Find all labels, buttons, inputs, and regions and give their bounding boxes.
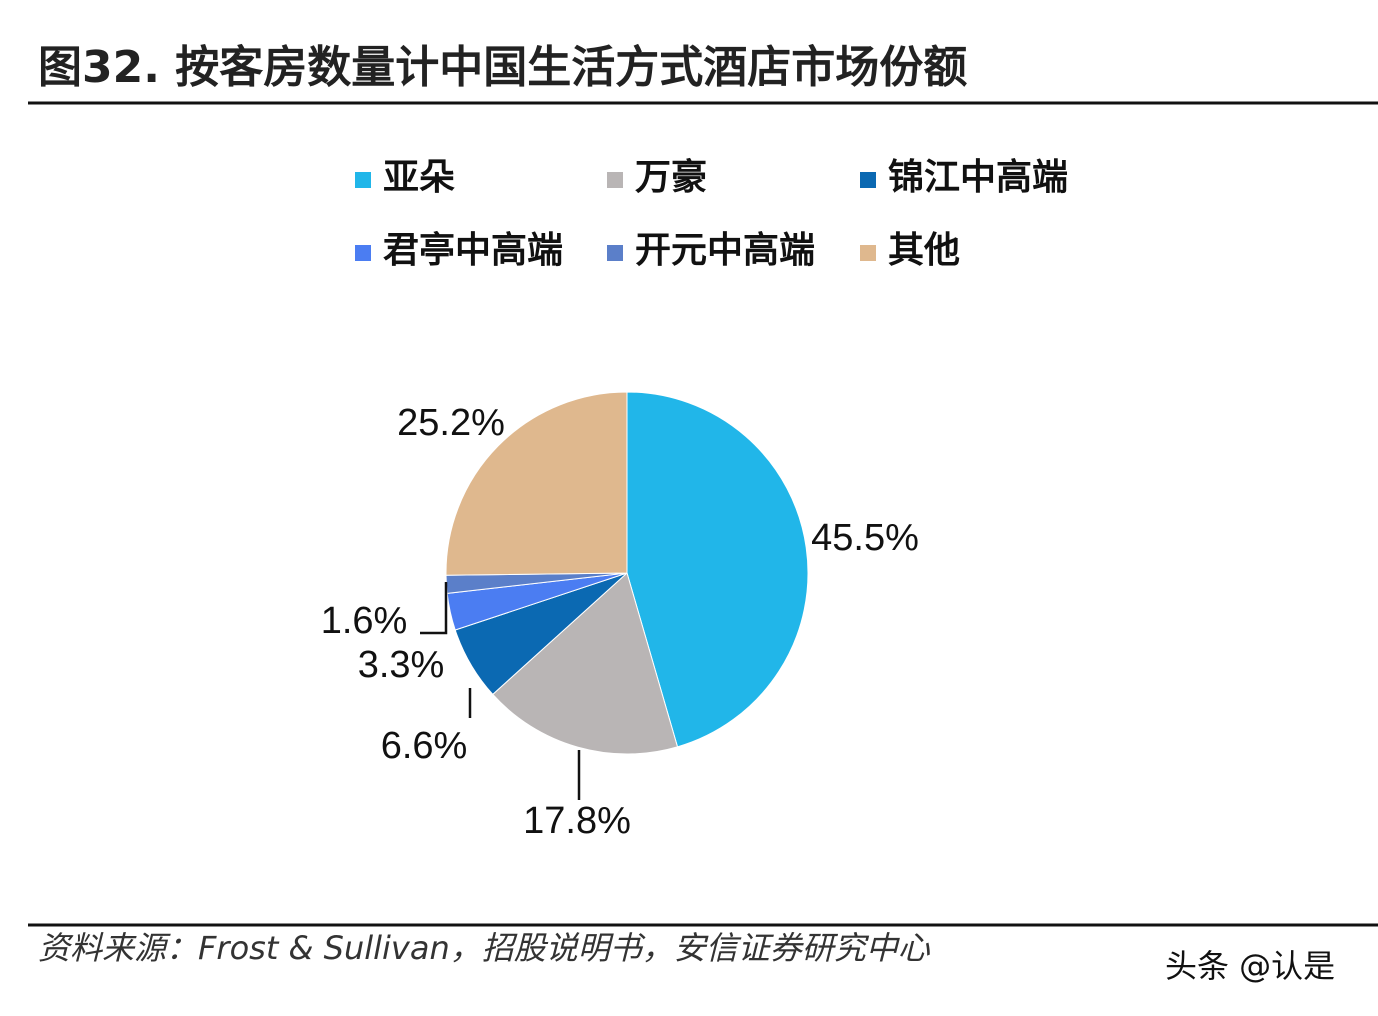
legend-label: 万豪 (635, 156, 707, 198)
watermark: 头条 @认是 (1165, 947, 1335, 985)
pie-slice (626, 391, 809, 748)
pie-slice (492, 572, 679, 755)
legend-swatch (607, 245, 623, 261)
value-label: 6.6% (381, 725, 468, 767)
value-label: 17.8% (523, 800, 631, 842)
legend-label: 亚朵 (383, 156, 455, 198)
legend-label: 开元中高端 (635, 229, 815, 271)
value-label: 45.5% (811, 517, 919, 559)
leader-line (420, 582, 448, 635)
legend-label: 锦江中高端 (888, 156, 1068, 198)
legend-swatch (607, 172, 623, 188)
legend-label: 君亭中高端 (383, 229, 563, 271)
value-label: 3.3% (358, 644, 445, 686)
value-label: 25.2% (397, 402, 505, 444)
source: 资料来源：Frost & Sullivan，招股说明书，安信证券研究中心 (38, 929, 931, 967)
legend-swatch (355, 172, 371, 188)
value-label: 1.6% (321, 600, 408, 642)
chart-title: 图32. 按客房数量计中国生活方式酒店市场份额 (38, 42, 967, 93)
legend-swatch (860, 245, 876, 261)
pie-slice (445, 391, 628, 576)
legend-swatch (355, 245, 371, 261)
legend-label: 其他 (888, 229, 960, 271)
legend-swatch (860, 172, 876, 188)
